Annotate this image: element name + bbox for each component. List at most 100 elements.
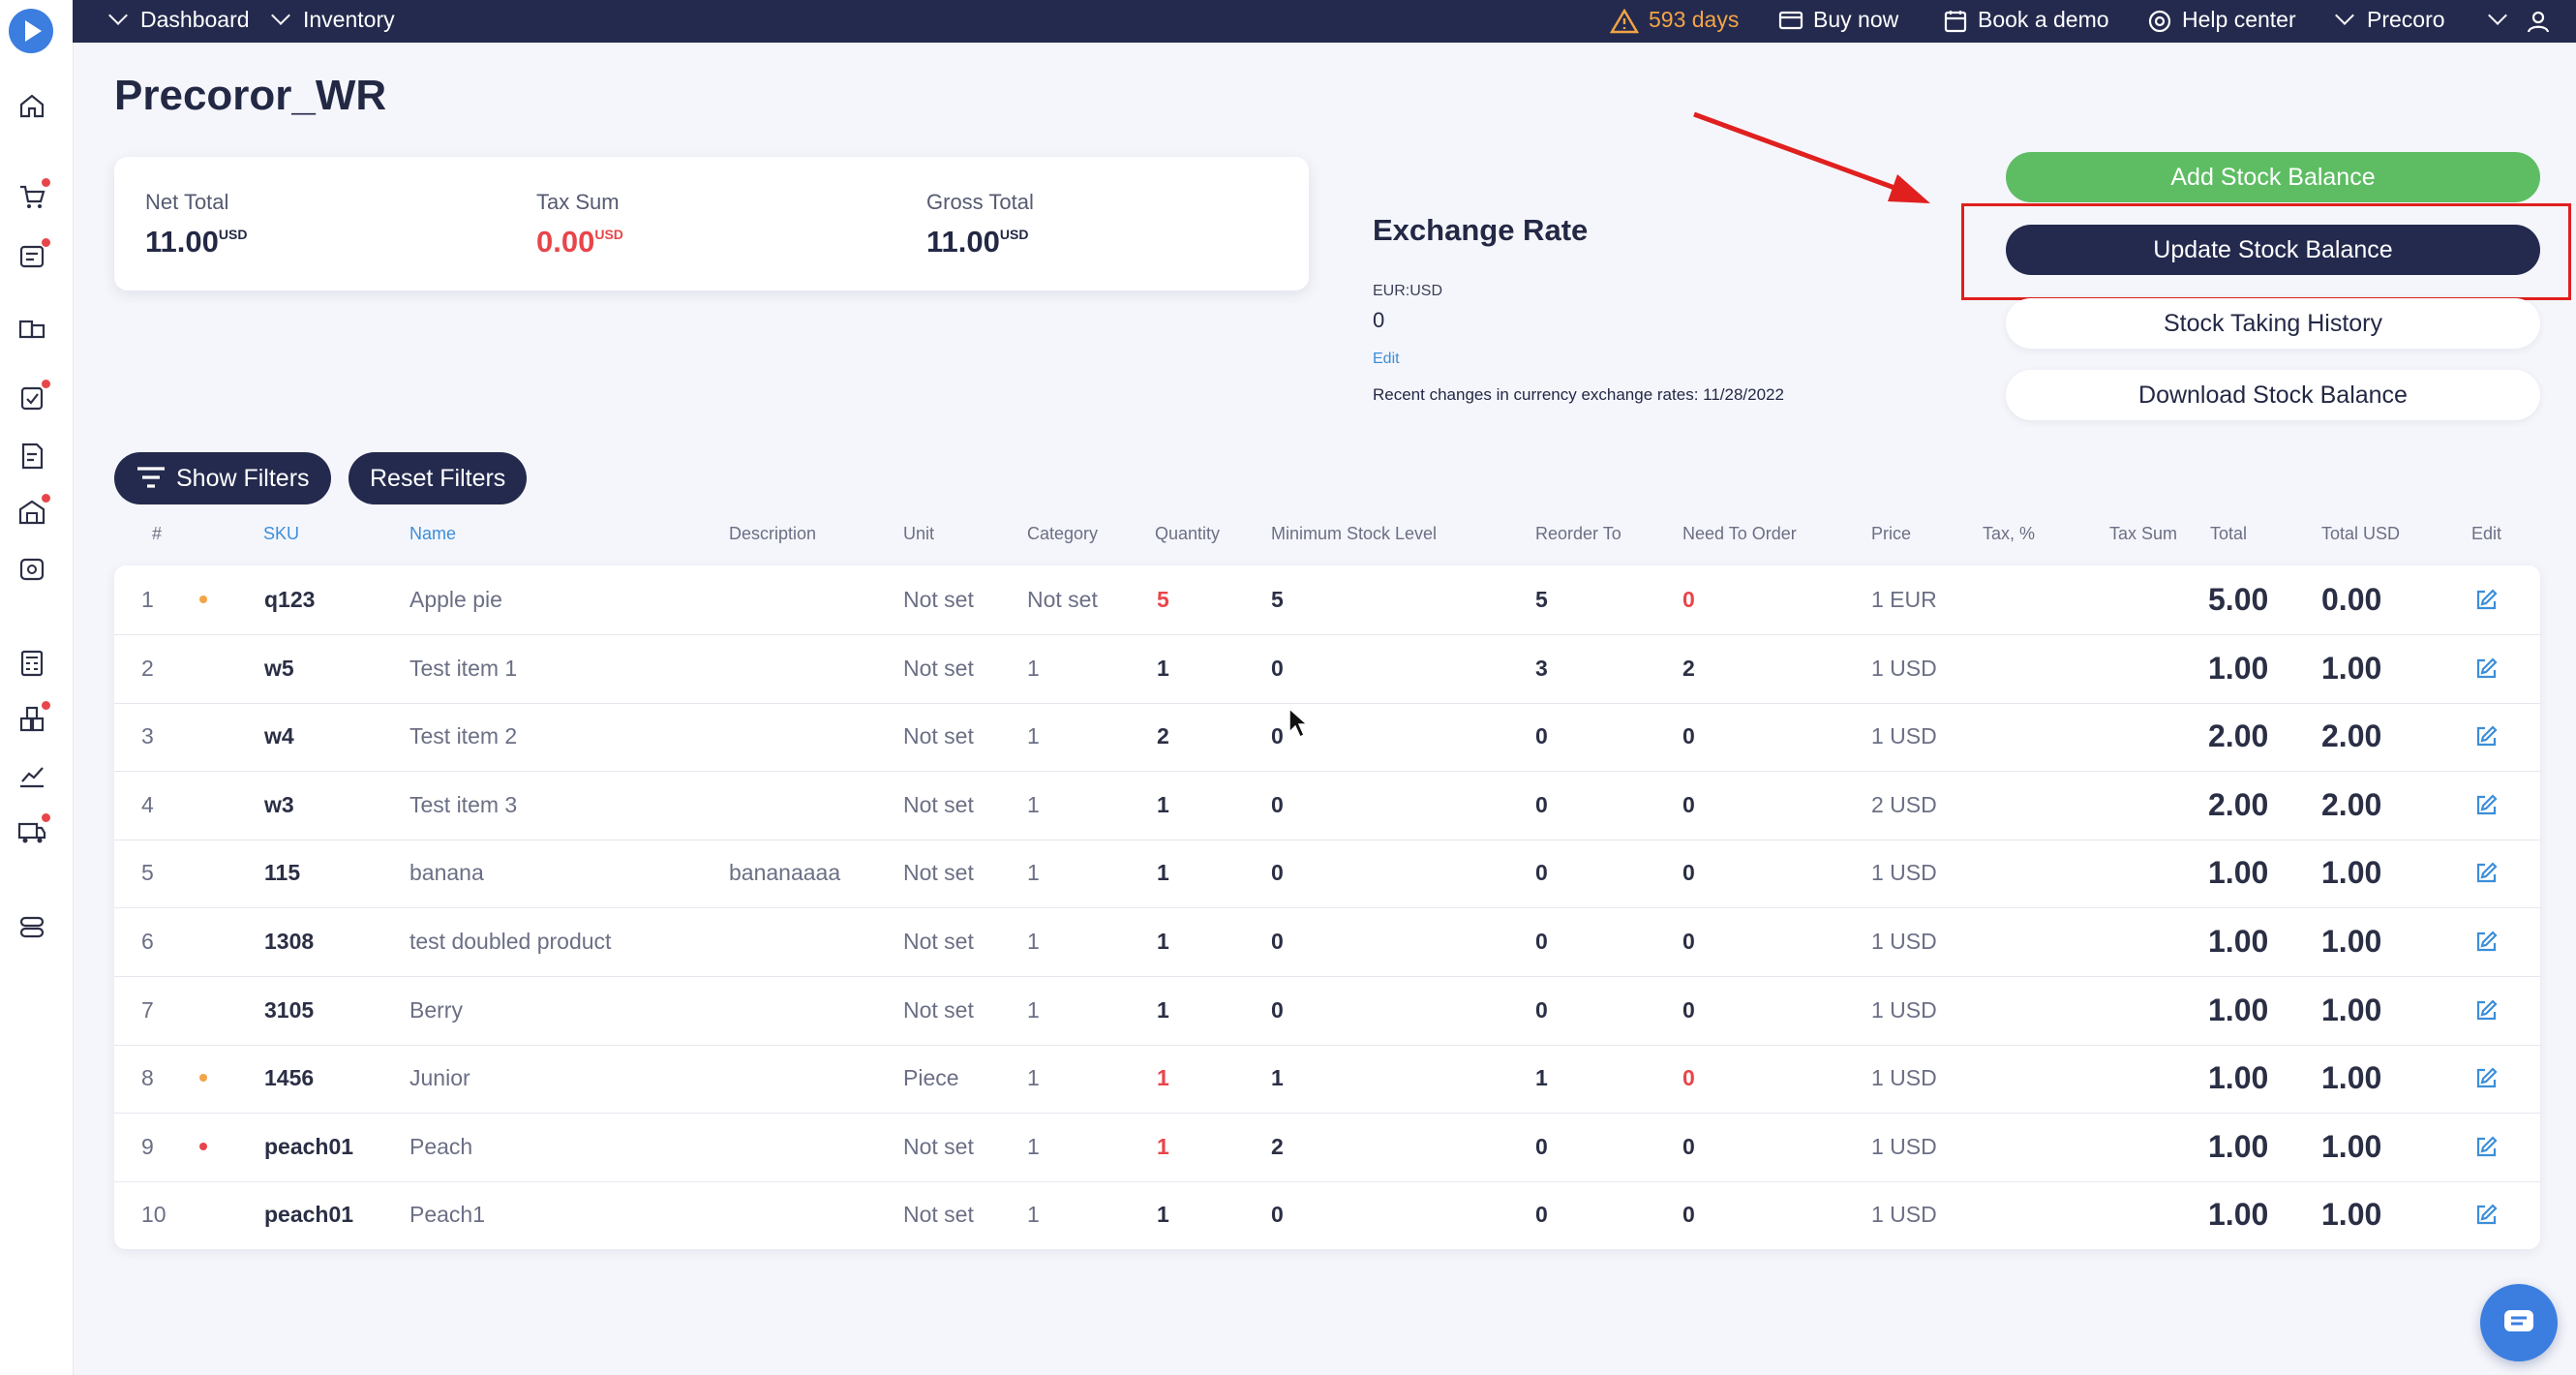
help-center-button[interactable]: Help center — [2147, 0, 2296, 43]
download-stock-balance-button[interactable]: Download Stock Balance — [2006, 370, 2540, 420]
edit-icon[interactable] — [2473, 793, 2499, 818]
cell-total: 1.00 — [2208, 855, 2269, 891]
cell-unit: Not set — [903, 1133, 974, 1159]
chevron-down-icon — [271, 6, 290, 25]
buy-now-button[interactable]: Buy now — [1778, 0, 1898, 43]
cell-total-usd: 2.00 — [2321, 786, 2382, 822]
notification-dot — [42, 494, 50, 503]
breadcrumb-inventory[interactable]: Inventory — [271, 0, 395, 43]
cell-quantity: 1 — [1157, 655, 1169, 681]
user-icon — [2528, 11, 2550, 33]
cell-reorder-to: 0 — [1535, 1202, 1548, 1228]
company-selector[interactable]: Precoro — [2335, 0, 2445, 43]
edit-icon[interactable] — [2473, 724, 2499, 749]
cell-quantity: 1 — [1157, 1202, 1169, 1228]
cell-total: 5.00 — [2208, 582, 2269, 617]
header-sku[interactable]: SKU — [263, 524, 300, 543]
delivery-icon[interactable] — [15, 813, 50, 848]
analytics-icon[interactable] — [15, 759, 48, 792]
receipts-icon[interactable] — [15, 552, 48, 585]
book-demo-button[interactable]: Book a demo — [1943, 0, 2109, 43]
suppliers-icon[interactable] — [15, 312, 48, 345]
cell-total-usd: 1.00 — [2321, 855, 2382, 891]
notification-dot — [42, 178, 50, 187]
cell-price: 1 USD — [1871, 655, 1937, 681]
chat-widget-button[interactable] — [2480, 1284, 2558, 1361]
invoices-icon[interactable] — [15, 440, 48, 473]
table-row[interactable]: 8 1456 Junior Piece 1 1 1 1 0 1 USD 1.00 1.00 — [114, 1044, 2540, 1115]
cell-sku: 115 — [264, 860, 301, 886]
add-stock-balance-button[interactable]: Add Stock Balance — [2006, 152, 2540, 202]
chevron-down-icon — [2488, 6, 2507, 25]
cell-number: 3 — [141, 723, 154, 749]
header-tax-percent: Tax, % — [1983, 524, 2036, 543]
home-icon[interactable] — [15, 89, 48, 122]
edit-icon[interactable] — [2473, 1203, 2499, 1228]
header-number: # — [152, 524, 163, 543]
requests-icon[interactable] — [15, 238, 50, 273]
cell-minimum-stock-level: 1 — [1271, 1065, 1284, 1091]
reset-filters-button[interactable]: Reset Filters — [349, 452, 528, 504]
table-row[interactable]: 5 115 banana bananaaaa Not set 1 1 0 0 0 1 USD 1.00… — [114, 839, 2540, 909]
show-filters-button[interactable]: Show Filters — [114, 452, 331, 504]
cell-total: 1.00 — [2208, 1060, 2269, 1096]
cell-price: 1 USD — [1871, 1065, 1937, 1091]
stock-status-dot — [199, 1142, 207, 1150]
table-row[interactable]: 2 w5 Test item 1 Not set 1 1 0 3 2 1 USD 1.00 1.00 — [114, 634, 2540, 704]
inventory-icon[interactable] — [15, 701, 50, 736]
notification-dot — [42, 701, 50, 710]
table-row[interactable]: 9 peach01 Peach Not set 1 1 2 0 0 1 USD 1.00 1.00 — [114, 1113, 2540, 1182]
net-total: Net Total 11.00USD — [145, 190, 248, 259]
table-row[interactable]: 3 w4 Test item 2 Not set 1 2 0 0 0 1 USD 2.00 2.00 — [114, 702, 2540, 773]
purchase-cart-icon[interactable] — [15, 178, 50, 213]
stock-taking-history-button[interactable]: Stock Taking History — [2006, 298, 2540, 349]
approvals-icon[interactable] — [15, 380, 50, 414]
edit-icon[interactable] — [2473, 588, 2499, 613]
stock-status-dot — [199, 596, 207, 603]
edit-icon[interactable] — [2473, 861, 2499, 886]
stock-table: 1 q123 Apple pie Not set Not set 5 5 5 0 1 EUR 5.0… — [114, 565, 2540, 1249]
chevron-down-icon — [2335, 6, 2354, 25]
table-row[interactable]: 1 q123 Apple pie Not set Not set 5 5 5 0 1 EUR 5.0… — [114, 565, 2540, 635]
cell-total-usd: 2.00 — [2321, 718, 2382, 754]
mouse-cursor-icon — [1288, 707, 1309, 739]
cell-reorder-to: 0 — [1535, 929, 1548, 954]
cell-number: 10 — [141, 1202, 167, 1228]
app-logo[interactable] — [9, 9, 53, 53]
edit-icon[interactable] — [2473, 657, 2499, 682]
budgets-icon[interactable] — [15, 647, 48, 680]
header-name[interactable]: Name — [409, 524, 457, 543]
cell-total: 2.00 — [2208, 718, 2269, 754]
settings-icon[interactable] — [15, 910, 48, 943]
edit-icon[interactable] — [2473, 1135, 2499, 1160]
user-menu[interactable] — [2488, 0, 2551, 43]
table-row[interactable]: 6 1308 test doubled product Not set 1 1 0 0 0 1 U… — [114, 907, 2540, 977]
table-row[interactable]: 4 w3 Test item 3 Not set 1 1 0 0 0 2 USD 2.00 2.00 — [114, 771, 2540, 840]
cell-price: 1 USD — [1871, 723, 1937, 749]
cell-name: Test item 1 — [409, 655, 518, 681]
edit-icon[interactable] — [2473, 930, 2499, 955]
update-stock-balance-button[interactable]: Update Stock Balance — [2006, 225, 2540, 275]
table-row[interactable]: 10 peach01 Peach1 Not set 1 1 0 0 0 1 USD 1.00 1.00 — [114, 1180, 2540, 1249]
cell-sku: 1456 — [264, 1065, 315, 1091]
cell-unit: Not set — [903, 996, 974, 1023]
cell-price: 1 USD — [1871, 860, 1937, 886]
edit-icon[interactable] — [2473, 998, 2499, 1024]
cell-total-usd: 1.00 — [2321, 1128, 2382, 1164]
cell-category: 1 — [1027, 1202, 1040, 1228]
header-unit: Unit — [903, 524, 935, 543]
cell-reorder-to: 5 — [1535, 587, 1548, 612]
table-row[interactable]: 7 3105 Berry Not set 1 1 0 0 0 1 USD 1.00 1.00 — [114, 976, 2540, 1046]
cell-unit: Not set — [903, 791, 974, 817]
cell-reorder-to: 0 — [1535, 791, 1548, 817]
edit-exchange-rate-link[interactable]: Edit — [1373, 351, 1400, 367]
warehouse-icon[interactable] — [15, 494, 50, 529]
cell-name: banana — [409, 860, 484, 886]
breadcrumb-dashboard[interactable]: Dashboard — [108, 0, 250, 43]
edit-icon[interactable] — [2473, 1066, 2499, 1091]
cell-need-to-order: 2 — [1682, 655, 1695, 681]
subscription-days-indicator[interactable]: 593 days — [1609, 0, 1739, 43]
header-quantity: Quantity — [1155, 524, 1221, 543]
summary-card: Net Total 11.00USD Tax Sum 0.00USD Gross… — [114, 157, 1309, 290]
cell-total-usd: 1.00 — [2321, 650, 2382, 686]
